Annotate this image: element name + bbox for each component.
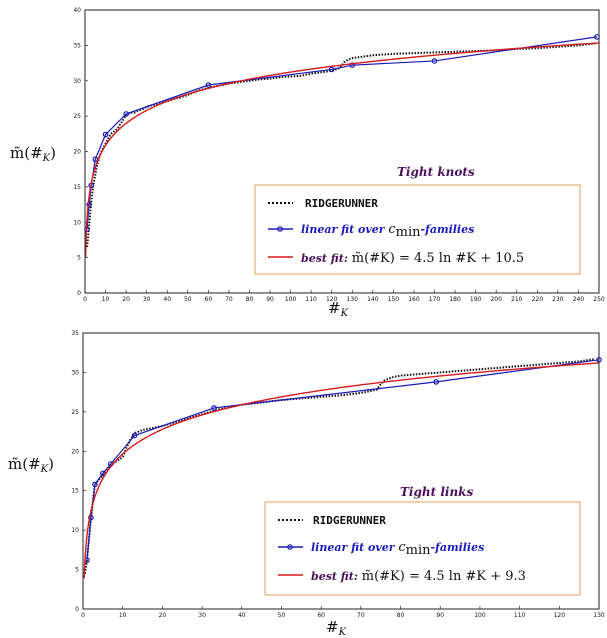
x-tick-label: 70	[357, 612, 365, 619]
legend-marker-linear-fit	[287, 544, 293, 550]
legend: RIDGERUNNER linear fit over cmin-familie…	[254, 184, 581, 275]
chart-tight-links: 0 10 20 30 40 50 60 70 80 90 100 110 120 130 0 5 10 15 20 2…	[8, 330, 605, 638]
x-tick-label: 60	[205, 296, 213, 303]
x-tick-label: 120	[326, 296, 338, 303]
y-tick-label: 15	[71, 488, 79, 495]
plot-frame	[84, 9, 600, 294]
x-tick-label: 90	[266, 296, 274, 303]
legend-box	[264, 501, 581, 596]
y-axis-label: m̃(#K)	[8, 455, 54, 475]
data-point-linear-fit	[88, 514, 94, 521]
data-point-linear-fit	[205, 82, 212, 88]
x-tick-label: 140	[367, 296, 379, 303]
y-tick-label: 20	[71, 448, 79, 455]
data-point-linear-fit	[92, 481, 98, 488]
y-tick-label: 0	[77, 290, 81, 297]
y-tick-label: 5	[75, 567, 79, 574]
legend-label-linear-fit: linear fit over cmin-families	[311, 540, 484, 558]
x-tick-label: 80	[246, 296, 254, 303]
data-point-linear-fit	[102, 131, 109, 138]
x-tick-label: 180	[449, 296, 461, 303]
x-tick-label: 120	[554, 612, 566, 619]
y-tick-label: 40	[73, 7, 81, 14]
chart-tight-knots: 0 10 20 30 40 50 60 70 80 90 100 110 120 130 140 150 160…	[10, 7, 605, 319]
y-tick-label: 20	[73, 149, 81, 156]
x-tick-label: 220	[532, 296, 544, 303]
y-tick-label: 25	[73, 113, 81, 120]
x-tick-label: 250	[593, 296, 605, 303]
plot-title: Tight links	[400, 485, 473, 499]
x-tick-label: 50	[184, 296, 192, 303]
x-tick-label: 50	[278, 612, 286, 619]
x-tick-label: 0	[81, 612, 85, 619]
legend-box	[254, 184, 581, 275]
x-tick-label: 240	[573, 296, 585, 303]
legend: RIDGERUNNER linear fit over cmin-familie…	[264, 501, 581, 596]
x-tick-label: 20	[122, 296, 130, 303]
legend-label-ridgerunner: RIDGERUNNER	[305, 197, 378, 210]
x-tick-label: 0	[83, 296, 87, 303]
data-point-linear-fit	[123, 111, 129, 117]
x-tick-label: 80	[397, 612, 405, 619]
x-axis-label: #K	[326, 618, 347, 638]
series-line-ridgerunner	[83, 358, 596, 574]
x-tick-label: 130	[347, 296, 359, 303]
legend-label-linear-fit: linear fit over cmin-families	[301, 222, 474, 240]
x-tick-label: 30	[198, 612, 206, 619]
series-line-best-fit	[84, 42, 600, 258]
x-tick-label: 100	[285, 296, 297, 303]
data-point-linear-fit	[328, 66, 335, 73]
legend-label-best-fit: best fit: m̃(#K) = 4.5 ln #K + 9.3	[311, 569, 526, 584]
x-tick-label: 110	[305, 296, 317, 303]
data-point-linear-fit	[92, 156, 99, 163]
series-line-best-fit	[83, 362, 600, 579]
x-tick-label: 230	[552, 296, 564, 303]
x-tick-label: 170	[429, 296, 441, 303]
x-tick-label: 190	[470, 296, 482, 303]
x-tick-label: 30	[143, 296, 151, 303]
x-axis-label: #K	[328, 299, 349, 319]
y-tick-label: 10	[71, 527, 79, 534]
x-tick-label: 160	[408, 296, 420, 303]
x-tick-label: 210	[511, 296, 523, 303]
data-point-linear-fit	[100, 470, 106, 477]
y-tick-label: 35	[71, 330, 79, 337]
x-tick-label: 10	[119, 612, 127, 619]
legend-marker-linear-fit	[277, 226, 283, 232]
data-point-linear-fit	[211, 405, 217, 411]
data-point-linear-fit	[433, 379, 440, 385]
x-tick-label: 10	[102, 296, 110, 303]
legend-label-ridgerunner: RIDGERUNNER	[313, 514, 386, 527]
y-tick-label: 30	[73, 78, 81, 85]
x-tick-label: 70	[225, 296, 233, 303]
x-tick-label: 60	[317, 612, 325, 619]
x-tick-label: 130	[593, 612, 605, 619]
y-tick-label: 15	[73, 184, 81, 191]
x-tick-label: 90	[436, 612, 444, 619]
plot-title: Tight knots	[397, 165, 475, 179]
y-tick-label: 5	[77, 255, 81, 262]
data-point-linear-fit	[349, 62, 356, 68]
legend-label-best-fit: best fit: m̃(#K) = 4.5 ln #K + 10.5	[301, 251, 524, 266]
x-tick-label: 110	[514, 612, 526, 619]
data-point-linear-fit	[431, 58, 438, 64]
y-tick-label: 35	[73, 42, 81, 49]
data-point-linear-fit	[131, 432, 138, 439]
y-tick-label: 0	[75, 606, 79, 613]
x-tick-label: 40	[238, 612, 246, 619]
x-tick-label: 200	[490, 296, 502, 303]
x-tick-label: 150	[388, 296, 400, 303]
y-tick-label: 25	[71, 409, 79, 416]
y-tick-label: 30	[71, 369, 79, 376]
plot-frame	[82, 332, 600, 610]
x-tick-label: 20	[159, 612, 167, 619]
y-axis-label: m̃(#K)	[10, 144, 56, 164]
series-line-ridgerunner	[86, 42, 598, 248]
x-tick-label: 40	[163, 296, 171, 303]
y-tick-label: 10	[73, 219, 81, 226]
x-tick-label: 100	[474, 612, 486, 619]
